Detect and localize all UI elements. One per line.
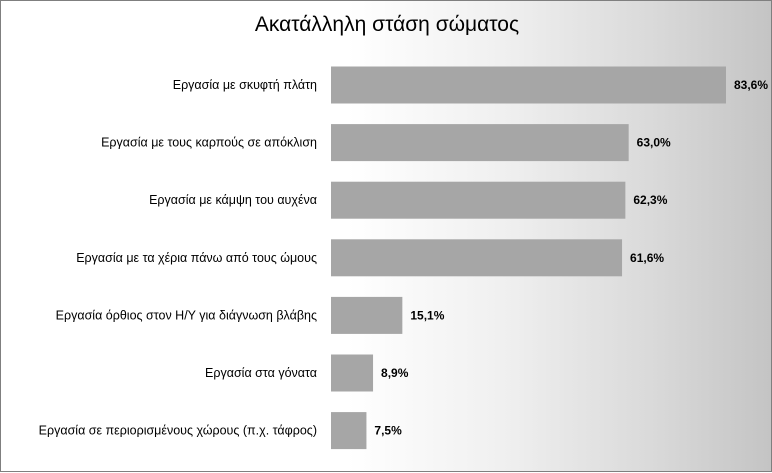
chart-title: Ακατάλληλη στάση σώματος bbox=[254, 13, 520, 36]
bar bbox=[331, 66, 726, 104]
bar bbox=[331, 354, 374, 392]
category-label: Εργασία με κάμψη του αυχένα bbox=[149, 193, 317, 207]
data-label: 8,9% bbox=[381, 366, 409, 380]
category-label: Εργασία με τα χέρια πάνω από τους ώμους bbox=[76, 251, 317, 265]
bar bbox=[331, 296, 403, 334]
bar bbox=[331, 239, 623, 277]
bar bbox=[331, 124, 629, 162]
category-label: Εργασία με τους καρπούς σε απόκλιση bbox=[101, 136, 317, 150]
data-label: 7,5% bbox=[374, 424, 402, 438]
category-label: Εργασία με σκυφτή πλάτη bbox=[173, 78, 317, 92]
category-label: Εργασία σε περιορισμένους χώρους (π.χ. τ… bbox=[39, 424, 317, 438]
bar bbox=[331, 412, 367, 450]
data-label: 83,6% bbox=[734, 78, 768, 92]
data-label: 61,6% bbox=[630, 251, 664, 265]
bar bbox=[331, 181, 626, 219]
data-label: 63,0% bbox=[637, 136, 671, 150]
data-label: 62,3% bbox=[633, 193, 667, 207]
category-label: Εργασία όρθιος στον Η/Υ για διάγνωση βλά… bbox=[56, 308, 317, 322]
data-label: 15,1% bbox=[410, 308, 444, 322]
category-label: Εργασία στα γόνατα bbox=[205, 366, 317, 380]
